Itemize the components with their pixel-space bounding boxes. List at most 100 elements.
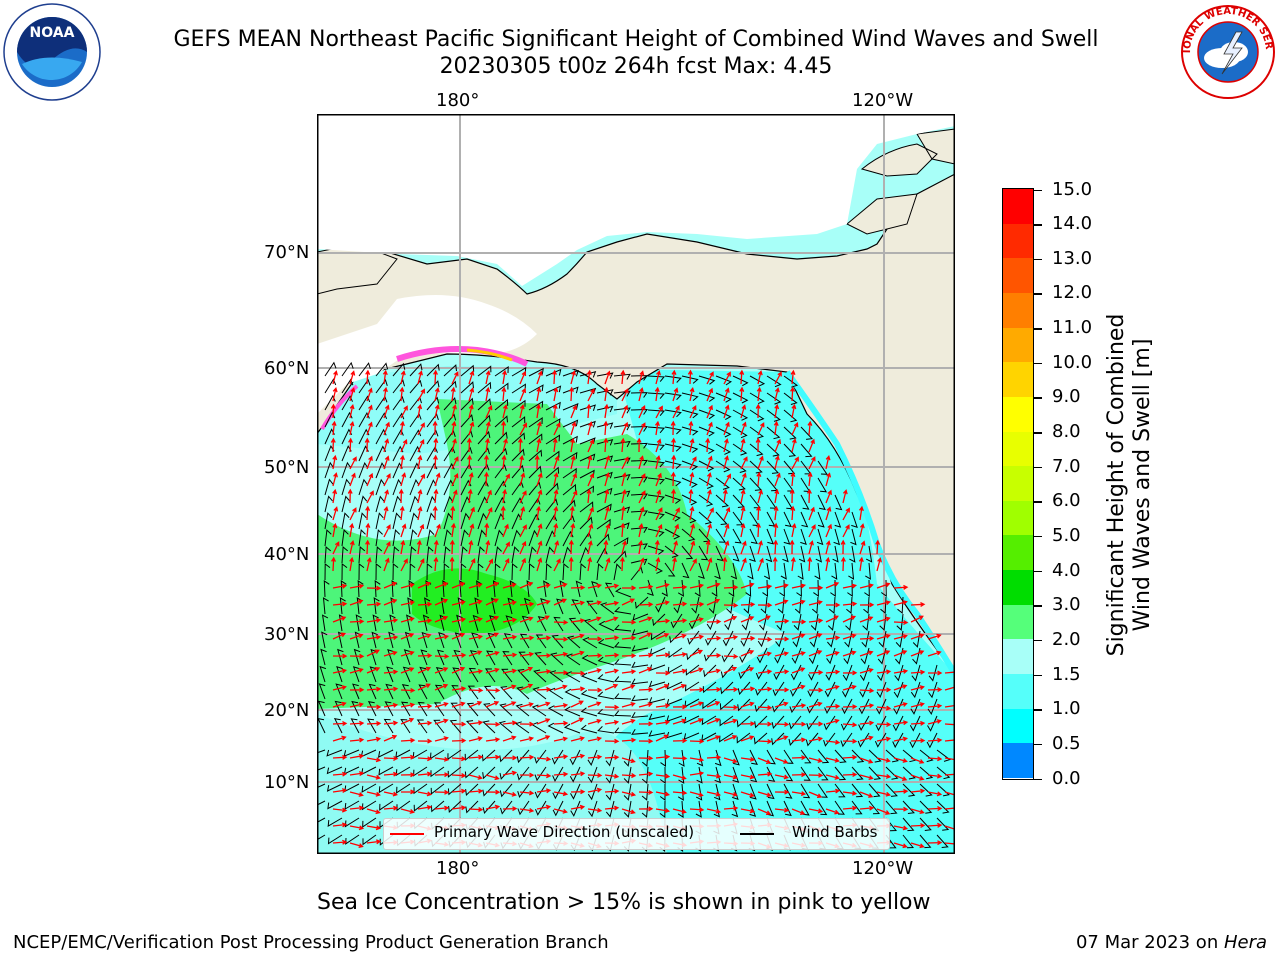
wind-barb — [597, 674, 615, 683]
wind-barb — [579, 420, 596, 428]
wind-barb — [701, 715, 717, 726]
wave-arrow — [519, 683, 534, 691]
wind-barb — [570, 800, 581, 817]
wind-barb — [630, 510, 648, 517]
wind-barb — [715, 511, 728, 525]
wind-barb — [765, 545, 773, 563]
wave-arrow — [756, 505, 761, 521]
wind-barb — [720, 664, 734, 679]
wave-arrow — [383, 734, 398, 742]
wave-arrow — [587, 718, 602, 725]
wave-arrow — [366, 666, 381, 674]
wave-arrow — [928, 670, 943, 676]
wind-barb — [670, 613, 683, 629]
wind-barb — [698, 494, 714, 507]
colorbar-segment — [1003, 743, 1033, 779]
wind-barb — [317, 749, 326, 754]
wind-barb — [715, 443, 731, 455]
wave-arrow — [502, 755, 518, 761]
wave-arrow — [468, 506, 475, 521]
wind-barb — [630, 459, 648, 466]
wave-arrow — [400, 772, 416, 778]
wind-barb — [673, 596, 683, 614]
wave-arrow — [519, 581, 534, 589]
wave-arrow — [825, 808, 840, 815]
wave-arrow — [723, 371, 731, 385]
wave-arrow — [672, 704, 688, 710]
wave-arrow — [383, 669, 399, 675]
wave-arrow — [485, 581, 500, 589]
wind-barb — [426, 429, 439, 445]
wave-arrow — [655, 556, 661, 572]
wind-barb — [766, 460, 780, 474]
wind-barb — [749, 443, 764, 457]
wave-arrow — [876, 633, 891, 640]
wave-arrow — [859, 523, 865, 538]
wave-arrow — [553, 422, 561, 436]
wave-arrow — [417, 601, 433, 607]
wave-arrow — [468, 774, 483, 780]
wind-barb — [341, 495, 351, 513]
wave-arrow — [400, 650, 415, 657]
wave-arrow — [570, 789, 586, 795]
wind-barb — [858, 715, 870, 731]
wave-arrow — [638, 387, 644, 402]
wave-arrow — [553, 488, 559, 504]
wind-barb — [766, 783, 775, 800]
wave-arrow — [417, 720, 433, 726]
wind-barb — [326, 749, 343, 757]
wave-arrow — [706, 421, 713, 436]
wave-arrow — [587, 687, 603, 693]
wave-arrow — [672, 618, 688, 624]
wind-barb — [460, 446, 473, 462]
wave-arrow — [535, 505, 541, 521]
wave-arrow — [774, 387, 780, 402]
wave-arrow — [587, 600, 603, 606]
wind-barb — [371, 631, 378, 649]
wave-arrow — [672, 633, 687, 640]
wind-barb — [494, 382, 509, 394]
wind-barb — [698, 443, 715, 454]
wind-barb — [358, 395, 371, 411]
wave-arrow — [876, 669, 892, 675]
wave-arrow — [706, 404, 713, 419]
wind-barb — [708, 596, 717, 614]
wave-arrow — [349, 556, 355, 572]
wind-barb — [902, 834, 915, 849]
wave-arrow — [670, 420, 676, 436]
wind-barb — [562, 483, 577, 496]
wave-arrow — [450, 505, 456, 521]
wave-arrow — [688, 488, 694, 504]
wave-arrow — [417, 488, 423, 504]
wind-barb — [613, 474, 631, 481]
wind-barb — [732, 528, 742, 544]
wave-arrow — [570, 633, 585, 640]
wave-arrow — [417, 505, 423, 521]
wind-barb — [477, 414, 491, 428]
wave-arrow — [927, 687, 943, 693]
wave-arrow — [553, 771, 569, 777]
wind-barb — [596, 422, 614, 429]
wave-arrow — [670, 471, 676, 487]
wind-barb — [562, 369, 579, 377]
wave-arrow — [519, 490, 527, 504]
wave-arrow — [485, 558, 493, 572]
wind-barb — [587, 766, 598, 784]
wave-arrow — [638, 370, 645, 385]
wave-arrow — [468, 370, 475, 385]
wind-barb — [518, 651, 530, 666]
wave-arrow — [807, 556, 813, 572]
wave-arrow — [638, 506, 645, 521]
wind-barb — [551, 634, 564, 649]
wave-arrow — [672, 738, 688, 744]
wind-barb — [564, 688, 581, 700]
wave-arrow — [553, 636, 569, 642]
wind-barb — [341, 478, 351, 496]
wind-barb — [532, 687, 547, 700]
wind-barb — [434, 684, 445, 700]
wind-barb — [528, 367, 544, 377]
wind-barb — [909, 732, 921, 749]
wave-arrow — [842, 704, 858, 710]
wind-barb — [664, 460, 682, 469]
wind-barb — [358, 362, 371, 377]
